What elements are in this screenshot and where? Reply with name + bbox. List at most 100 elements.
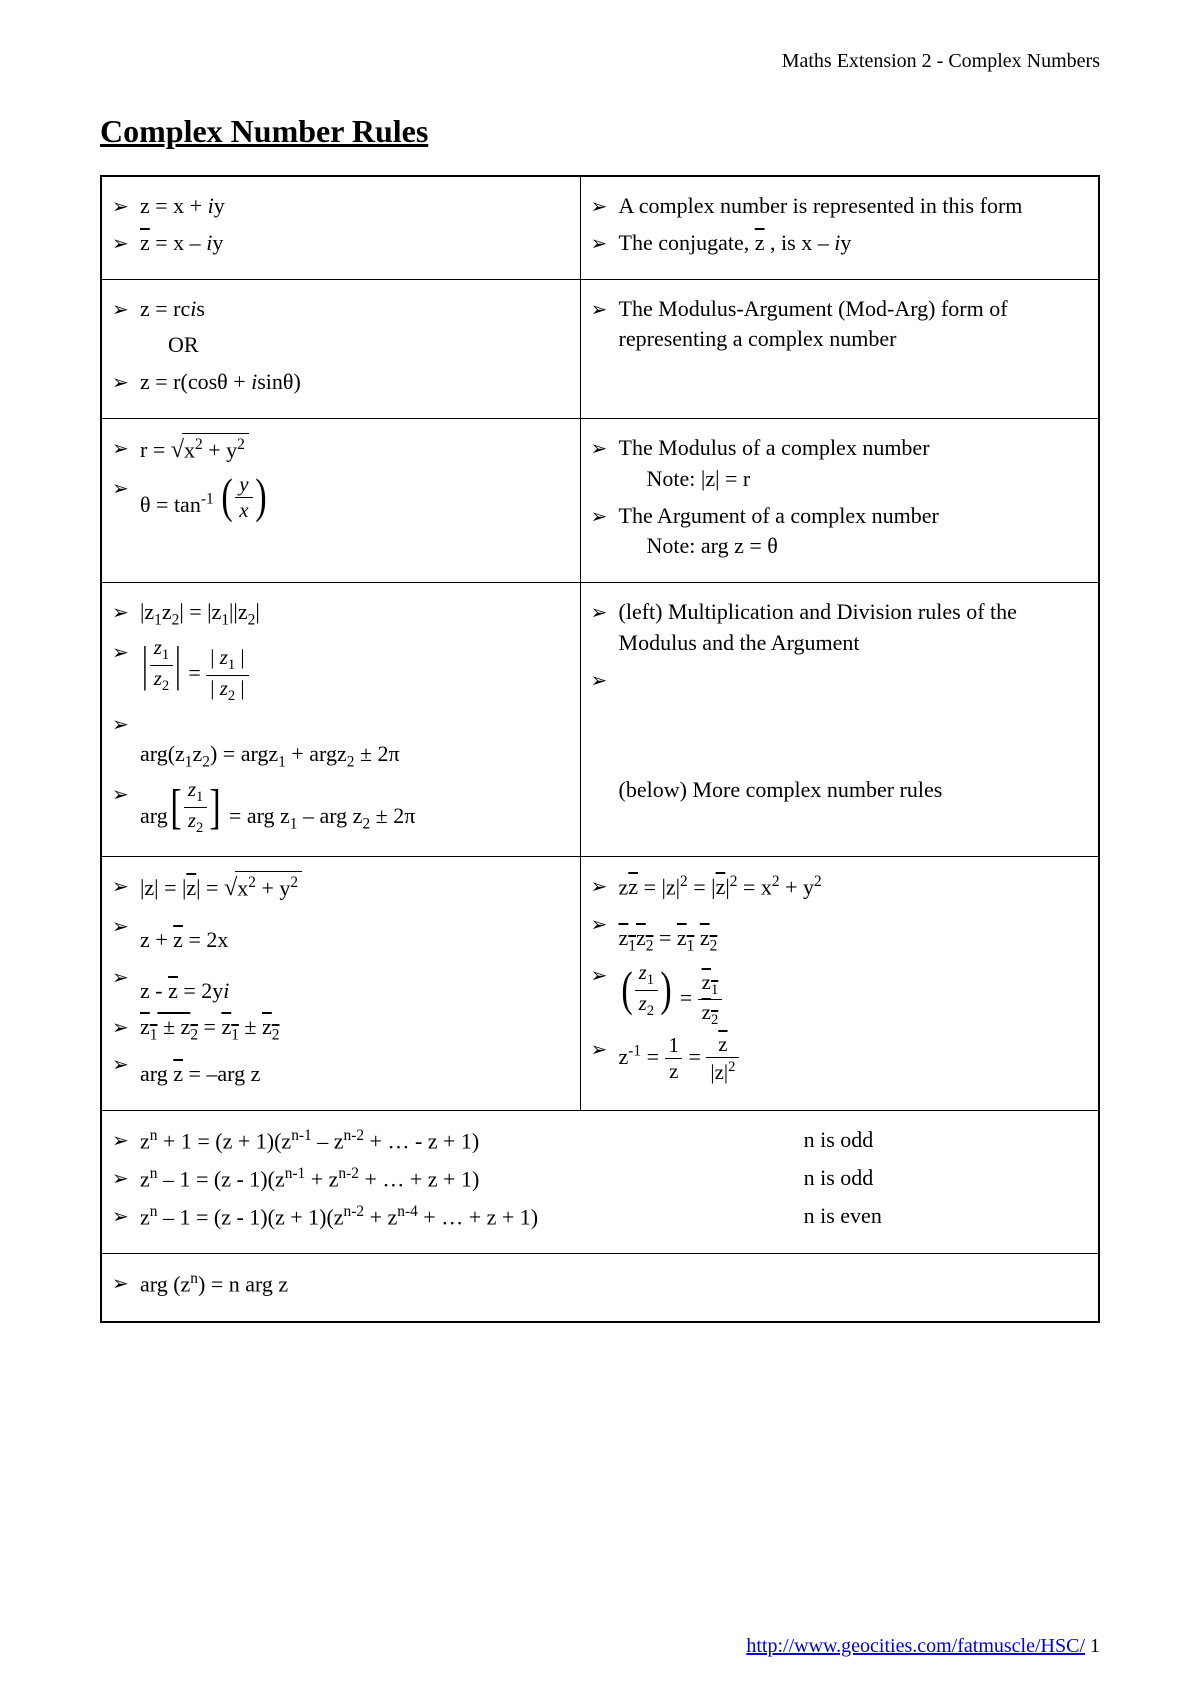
bullet-content: zz = |z|2 = |z|2 = x2 + y2 (619, 871, 1088, 903)
bullet-content: z = x – iy (140, 228, 570, 259)
right-cell: ➢The Modulus of a complex numberNote: |z… (580, 418, 1099, 582)
bullet-content: z = x + iy (140, 191, 570, 222)
bullet-item: ➢(z1z2) = z1z2 (591, 960, 1088, 1028)
bullet-content: arg z = –arg z (140, 1049, 570, 1090)
bullet-content: The Modulus of a complex numberNote: |z|… (619, 433, 1088, 495)
bullet-item: ➢zz = |z|2 = |z|2 = x2 + y2 (591, 871, 1088, 903)
bullet-icon: ➢ (591, 597, 619, 627)
bullet-icon: ➢ (591, 960, 619, 990)
page-header: Maths Extension 2 - Complex Numbers (100, 50, 1100, 73)
bullet-icon: ➢ (112, 1163, 140, 1193)
left-cell: ➢zn + 1 = (z + 1)(zn-1 – zn-2 + … - z + … (101, 1111, 1099, 1254)
bullet-icon: ➢ (591, 294, 619, 324)
bullet-content: θ = tan-1 (yx) (140, 473, 570, 521)
bullet-icon: ➢ (112, 1268, 140, 1298)
bullet-icon: ➢ (112, 433, 140, 463)
bullet-item: ➢θ = tan-1 (yx) (112, 473, 570, 521)
bullet-icon: ➢ (591, 433, 619, 463)
bullet-icon: ➢ (112, 962, 140, 992)
bullet-content: z1 ± z2 = z1 ± z2 (140, 1012, 570, 1043)
left-cell: ➢|z1z2| = |z1||z2|➢|z1z2| = | z1 || z2 |… (101, 583, 580, 857)
bullet-content: r = x2 + y2 (140, 433, 570, 467)
left-cell: ➢|z| = |z| = x2 + y2➢z + z = 2x➢z - z = … (101, 857, 580, 1111)
bullet-icon: ➢ (112, 473, 140, 503)
left-cell: ➢z = rcisOR➢z = r(cosθ + isinθ) (101, 279, 580, 418)
bullet-icon: ➢ (591, 228, 619, 258)
bullet-icon: ➢ (112, 911, 140, 941)
left-cell: ➢z = x + iy➢z = x – iy (101, 176, 580, 279)
bullet-item: ➢z = x + iy (112, 191, 570, 222)
table-row: ➢zn + 1 = (z + 1)(zn-1 – zn-2 + … - z + … (101, 1111, 1099, 1254)
bullet-icon: ➢ (591, 1034, 619, 1064)
bullet-icon: ➢ (112, 709, 140, 739)
bullet-content: arg (zn) = n arg z (140, 1268, 1088, 1300)
table-row: ➢z = x + iy➢z = x – iy➢A complex number … (101, 176, 1099, 279)
rules-tbody: ➢z = x + iy➢z = x – iy➢A complex number … (101, 176, 1099, 1322)
bullet-icon: ➢ (112, 1049, 140, 1079)
bullet-content: (z1z2) = z1z2 (619, 960, 1088, 1028)
bullet-icon: ➢ (591, 501, 619, 531)
bullet-icon: ➢ (591, 665, 619, 695)
bullet-item: ➢|z1z2| = |z1||z2| (112, 597, 570, 631)
right-cell: ➢The Modulus-Argument (Mod-Arg) form of … (580, 279, 1099, 418)
bullet-item: ➢A complex number is represented in this… (591, 191, 1088, 222)
footer-page-num: 1 (1090, 1635, 1100, 1657)
table-row: ➢|z1z2| = |z1||z2|➢|z1z2| = | z1 || z2 |… (101, 583, 1099, 857)
bullet-item: ➢The Modulus-Argument (Mod-Arg) form of … (591, 294, 1088, 356)
bullet-icon: ➢ (112, 228, 140, 258)
bullet-icon: ➢ (112, 597, 140, 627)
bullet-item: ➢z-1 = 1z = z|z|2 (591, 1034, 1088, 1083)
bullet-content: zn – 1 = (z - 1)(z + 1)(zn-2 + zn-4 + … … (140, 1201, 1088, 1233)
bullet-content: arg(z1z2) = argz1 + argz2 ± 2π (140, 709, 570, 773)
table-row: ➢z = rcisOR➢z = r(cosθ + isinθ)➢The Modu… (101, 279, 1099, 418)
bullet-content: The Modulus-Argument (Mod-Arg) form of r… (619, 294, 1088, 356)
bullet-content: z - z = 2yi (140, 962, 570, 1007)
bullet-content: z = r(cosθ + isinθ) (140, 367, 570, 398)
left-cell: ➢arg (zn) = n arg z (101, 1254, 1099, 1322)
bullet-item: ➢r = x2 + y2 (112, 433, 570, 467)
bullet-icon: ➢ (112, 779, 140, 809)
bullet-item: ➢The conjugate, z , is x – iy (591, 228, 1088, 259)
course-label: Maths Extension 2 - Complex Numbers (782, 50, 1100, 72)
bullet-item: ➢z1z2 = z1 z2 (591, 909, 1088, 954)
bullet-content: zn – 1 = (z - 1)(zn-1 + zn-2 + … + z + 1… (140, 1163, 1088, 1195)
bullet-content: z1z2 = z1 z2 (619, 909, 1088, 954)
bullet-content: |z1z2| = | z1 || z2 | (140, 637, 570, 703)
bullet-icon: ➢ (112, 1125, 140, 1155)
bullet-item: ➢z = rcis (112, 294, 570, 325)
bullet-content: The conjugate, z , is x – iy (619, 228, 1088, 259)
bullet-item: ➢(below) More complex number rules (591, 665, 1088, 806)
bullet-item: ➢|z1z2| = | z1 || z2 | (112, 637, 570, 703)
bullet-item: ➢arg(z1z2) = argz1 + argz2 ± 2π (112, 709, 570, 773)
bullet-item: ➢zn – 1 = (z - 1)(z + 1)(zn-2 + zn-4 + …… (112, 1201, 1088, 1233)
page-footer: http://www.geocities.com/fatmuscle/HSC/ … (746, 1635, 1100, 1658)
bullet-item: ➢arg[z1z2] = arg z1 – arg z2 ± 2π (112, 779, 570, 836)
bullet-icon: ➢ (112, 1012, 140, 1042)
bullet-item: ➢arg z = –arg z (112, 1049, 570, 1090)
bullet-item: ➢z - z = 2yi (112, 962, 570, 1007)
bullet-item: ➢z + z = 2x (112, 911, 570, 956)
bullet-content: (left) Multiplication and Division rules… (619, 597, 1088, 659)
bullet-item: ➢z = r(cosθ + isinθ) (112, 367, 570, 398)
bullet-icon: ➢ (112, 294, 140, 324)
bullet-item: ➢The Modulus of a complex numberNote: |z… (591, 433, 1088, 495)
bullet-icon: ➢ (112, 367, 140, 397)
bullet-content: zn + 1 = (z + 1)(zn-1 – zn-2 + … - z + 1… (140, 1125, 1088, 1157)
bullet-item: ➢z1 ± z2 = z1 ± z2 (112, 1012, 570, 1043)
page-title: Complex Number Rules (100, 113, 1100, 150)
table-row: ➢r = x2 + y2➢θ = tan-1 (yx)➢The Modulus … (101, 418, 1099, 582)
bullet-icon: ➢ (591, 871, 619, 901)
right-cell: ➢(left) Multiplication and Division rule… (580, 583, 1099, 857)
bullet-icon: ➢ (112, 191, 140, 221)
bullet-content: |z| = |z| = x2 + y2 (140, 871, 570, 905)
bullet-item: ➢The Argument of a complex numberNote: a… (591, 501, 1088, 563)
bullet-icon: ➢ (112, 637, 140, 667)
bullet-content: z = rcis (140, 294, 570, 325)
bullet-item: ➢z = x – iy (112, 228, 570, 259)
bullet-content: The Argument of a complex numberNote: ar… (619, 501, 1088, 563)
bullet-item: ➢zn – 1 = (z - 1)(zn-1 + zn-2 + … + z + … (112, 1163, 1088, 1195)
bullet-content: A complex number is represented in this … (619, 191, 1088, 222)
right-cell: ➢A complex number is represented in this… (580, 176, 1099, 279)
footer-link[interactable]: http://www.geocities.com/fatmuscle/HSC/ (746, 1635, 1085, 1657)
table-row: ➢|z| = |z| = x2 + y2➢z + z = 2x➢z - z = … (101, 857, 1099, 1111)
